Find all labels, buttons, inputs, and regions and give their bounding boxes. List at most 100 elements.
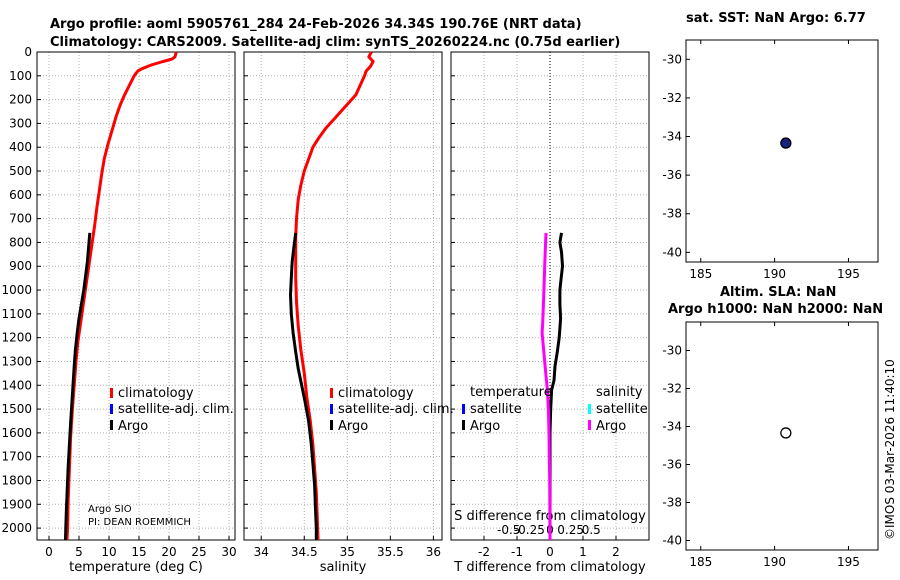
y-tick-label: 1900: [1, 497, 32, 511]
y-tick-label: 1300: [1, 354, 32, 368]
x-tick-label: 15: [131, 545, 146, 559]
legend-swatch-climatology: [110, 388, 113, 398]
x-tick-label: -1: [511, 545, 523, 559]
x-axis-label: salinity: [320, 560, 367, 575]
imos-credit: ©IMOS 03-Mar-2026 11:40:10: [883, 359, 897, 540]
x-tick-label: 1: [579, 545, 587, 559]
legend-s-satellite: satellite: [596, 402, 648, 417]
temperature-profile-panel: 0 5 10 15 20 25 300100200300400500600700800900…: [1, 45, 236, 575]
legend-satellite-adj: satellite-adj. clim.: [118, 402, 234, 417]
sla-map-panel: 185 190 195 -30 -32 -34 -36 -38 -40: [662, 321, 879, 569]
legend-t-satellite: satellite: [470, 402, 522, 417]
y-tick-label: 1100: [1, 307, 32, 321]
y-tick-label: -30: [662, 344, 682, 358]
y-tick-label: -40: [662, 245, 682, 259]
y-tick-label: 100: [9, 69, 32, 83]
difference-profile-panel: -2 -1 0 1 2S difference from climatology-0.5…: [450, 51, 650, 575]
y-tick-label: 2000: [1, 521, 32, 535]
y-tick-label: 400: [9, 140, 32, 154]
salinity-legend: climatology satellite-adj. clim. Argo: [330, 386, 454, 434]
x-tick-label: 190: [763, 555, 786, 569]
y-tick-label: 1200: [1, 331, 32, 345]
x-tick-label: 185: [689, 267, 712, 281]
y-tick-label: 300: [9, 116, 32, 130]
y-tick-label: 1000: [1, 283, 32, 297]
difference-legend: temperature salinity satellite Argo sate…: [462, 385, 648, 434]
x-tick-label: 185: [689, 555, 712, 569]
y-tick-label: -32: [662, 91, 682, 105]
series-argo: [289, 232, 318, 540]
legend-swatch-satellite: [330, 404, 333, 414]
y-tick-label: 500: [9, 164, 32, 178]
y-tick-label: -40: [662, 534, 682, 548]
x-tick-label: 0: [45, 545, 53, 559]
legend-climatology: climatology: [118, 386, 194, 401]
y-tick-label: -36: [662, 168, 682, 182]
sla-title: Altim. SLA: NaN: [720, 285, 836, 300]
x-axis-label: T difference from climatology: [453, 560, 646, 575]
series-t-argo: [548, 232, 564, 540]
x-tick-label: 2: [612, 545, 620, 559]
y-tick-label: -34: [662, 130, 682, 144]
legend-argo: Argo: [338, 419, 368, 434]
legend-climatology: climatology: [338, 386, 414, 401]
y-tick-label: -32: [662, 382, 682, 396]
legend-swatch-satellite: [110, 404, 113, 414]
sst-title: sat. SST: NaN Argo: 6.77: [686, 11, 866, 26]
x-tick-label: 35.5: [377, 545, 404, 559]
legend-swatch-climatology: [330, 388, 333, 398]
x-axis-label: temperature (deg C): [69, 560, 203, 575]
y-tick-label: 700: [9, 212, 32, 226]
series-argo: [64, 232, 92, 541]
y-tick-label: 1500: [1, 402, 32, 416]
y-tick-label: -38: [662, 207, 682, 221]
x-secondary-tick-label: -0.5: [497, 523, 520, 537]
series-climatology: [294, 51, 375, 541]
x-tick-label: 34.5: [291, 545, 318, 559]
x-tick-label: 30: [221, 545, 236, 559]
x-tick-label: 10: [101, 545, 116, 559]
x-tick-label: 195: [837, 555, 860, 569]
title-line-2: Climatology: CARS2009. Satellite-adj cli…: [50, 35, 620, 50]
axes-frame: [243, 51, 443, 541]
legend-t-argo: Argo: [470, 419, 500, 434]
y-tick-label: 600: [9, 188, 32, 202]
y-tick-label: 0: [24, 45, 32, 59]
x-tick-label: 34: [254, 545, 269, 559]
y-tick-label: 1700: [1, 450, 32, 464]
x-tick-label: 20: [161, 545, 176, 559]
x-tick-label: 36: [426, 545, 441, 559]
legend-swatch-t-satellite: [462, 404, 465, 414]
x-tick-label: 5: [75, 545, 83, 559]
title-line-1: Argo profile: aoml 5905761_284 24-Feb-20…: [50, 17, 582, 32]
y-tick-label: 1400: [1, 378, 32, 392]
argo-credit-2: PI: DEAN ROEMMICH: [88, 517, 191, 528]
x-secondary-tick-label: 0.5: [582, 523, 601, 537]
temperature-legend: climatology satellite-adj. clim. Argo: [110, 386, 234, 434]
y-tick-label: -30: [662, 52, 682, 66]
legend-s-argo: Argo: [596, 419, 626, 434]
float-position-marker: [780, 137, 792, 149]
argo-credit-1: Argo SIO: [88, 504, 132, 515]
legend-satellite-adj: satellite-adj. clim.: [338, 402, 454, 417]
y-tick-label: 1800: [1, 473, 32, 487]
y-tick-label: 800: [9, 235, 32, 249]
legend-swatch-argo: [110, 420, 113, 430]
legend-swatch-s-satellite: [588, 404, 591, 414]
y-tick-label: 900: [9, 259, 32, 273]
legend-salinity-header: salinity: [596, 385, 643, 400]
x-tick-label: 195: [837, 267, 860, 281]
x-secondary-tick-label: -0.25: [514, 523, 545, 537]
x-tick-label: 35: [340, 545, 355, 559]
x-tick-label: 190: [763, 267, 786, 281]
legend-temperature-header: temperature: [470, 385, 552, 400]
salinity-profile-panel: 34 34.5 35 35.5 36 salinity: [243, 51, 443, 575]
float-position-marker: [780, 427, 792, 439]
legend-swatch-s-argo: [588, 420, 591, 430]
y-tick-label: 1600: [1, 426, 32, 440]
axes-frame: [685, 39, 879, 263]
series-s-argo: [540, 232, 552, 541]
y-tick-label: -38: [662, 496, 682, 510]
axes-frame: [685, 321, 879, 551]
